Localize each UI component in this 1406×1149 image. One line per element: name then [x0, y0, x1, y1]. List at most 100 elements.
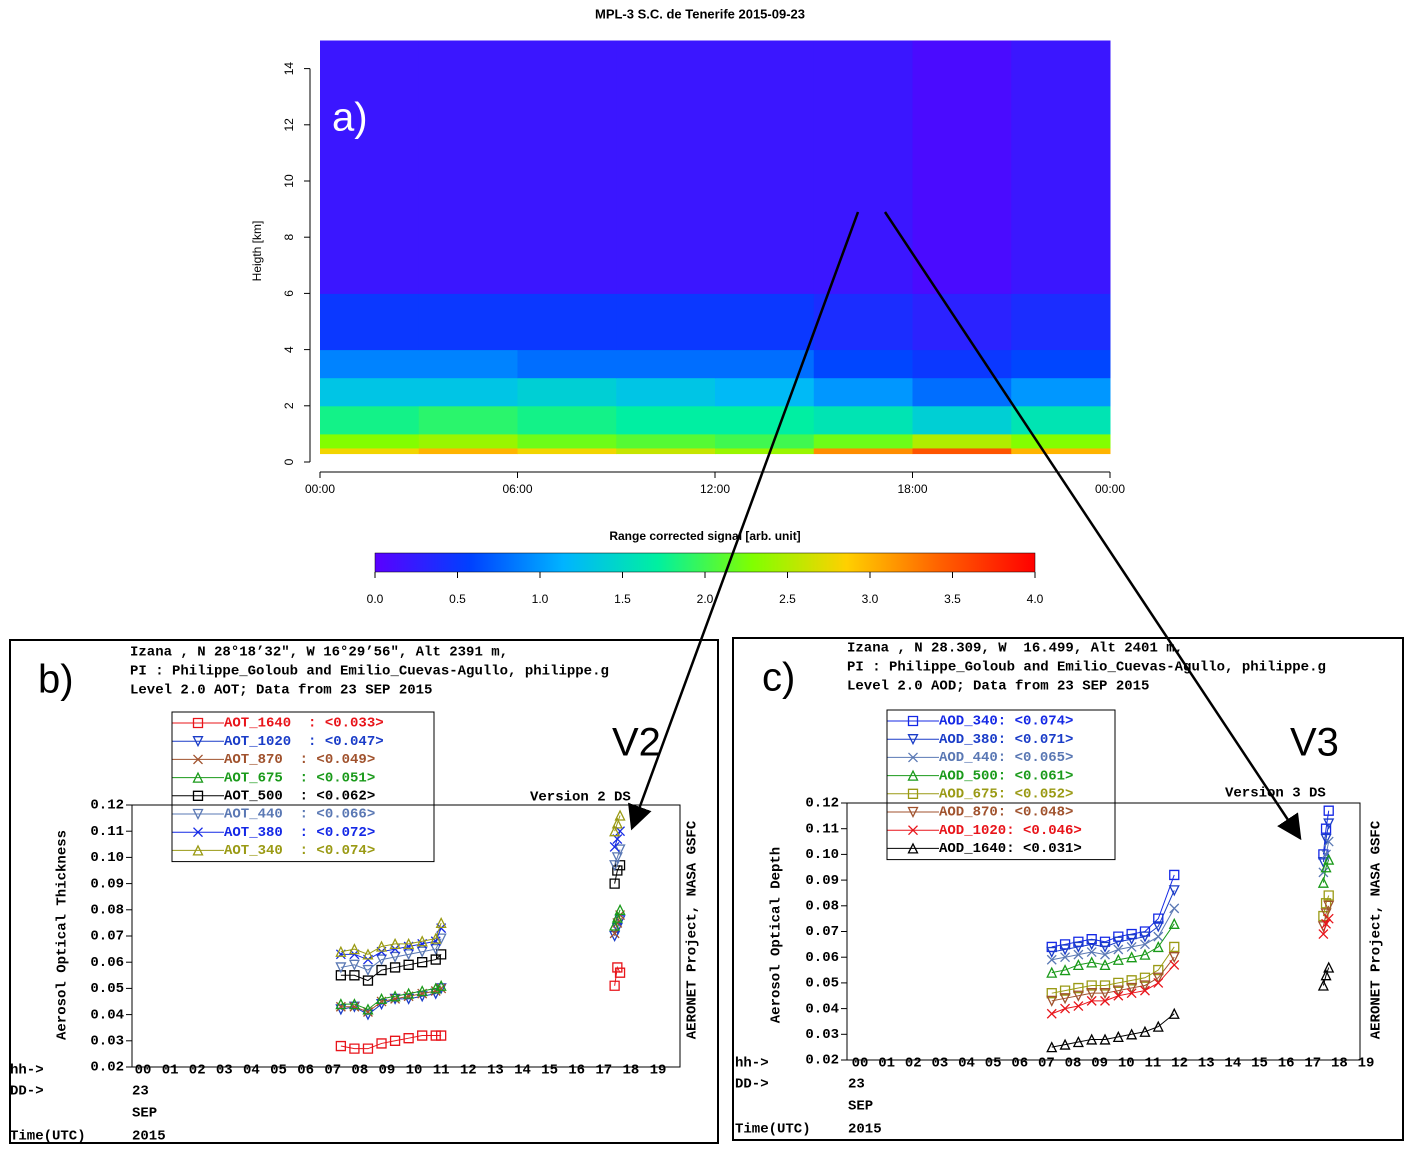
x-tick-label: 10 — [1118, 1056, 1135, 1072]
right-label: AERONET Project, NASA GSFC — [685, 820, 701, 1039]
heat-cell — [616, 433, 716, 449]
heat-cell — [320, 293, 420, 351]
x-tick-label: 11 — [433, 1063, 450, 1079]
y-tick-label: 12 — [282, 118, 296, 132]
heat-cell — [1011, 433, 1111, 449]
point — [612, 962, 623, 973]
point — [908, 752, 918, 763]
point — [1100, 995, 1110, 1006]
heat-cell — [813, 40, 913, 294]
y-axis-label: Heigth [km] — [250, 221, 264, 282]
heat-cell — [1011, 293, 1111, 351]
point — [348, 998, 360, 1010]
point — [1046, 1041, 1058, 1053]
y-tick-label: 0 — [282, 458, 296, 465]
point — [1140, 939, 1150, 950]
heat-cell — [715, 433, 815, 449]
y-tick-label: 0.07 — [90, 929, 124, 945]
y-tick-label: 0.06 — [90, 955, 124, 971]
point — [1139, 1025, 1151, 1037]
point — [1059, 993, 1071, 1005]
x-tick-label: 01 — [878, 1056, 895, 1072]
x-tick-label: 11 — [1145, 1056, 1162, 1072]
point — [1169, 941, 1180, 953]
point — [1323, 913, 1334, 924]
colorbar — [374, 552, 1036, 573]
colorbar-tick-label: 2.0 — [697, 592, 714, 606]
point — [349, 970, 360, 981]
y-tick-label: 0.04 — [90, 1007, 124, 1023]
x-tick-label: 02 — [189, 1063, 206, 1079]
heat-cell — [715, 293, 815, 351]
point — [908, 825, 918, 836]
x-tick-label: 13 — [487, 1063, 504, 1079]
point — [1169, 869, 1180, 881]
point — [335, 970, 347, 981]
point — [417, 1030, 428, 1041]
chart-title: MPL-3 S.C. de Tenerife 2015-09-23 — [595, 6, 805, 21]
colorbar-tick-label: 0.0 — [367, 592, 384, 606]
heat-cell — [715, 405, 815, 435]
plot-frame — [846, 802, 1361, 1061]
heat-cell — [1011, 349, 1111, 379]
heat-cell — [517, 377, 617, 407]
point — [389, 951, 401, 963]
point — [1112, 1030, 1124, 1043]
point — [1046, 995, 1058, 1007]
point — [389, 1035, 401, 1046]
y-tick-label: 0.09 — [805, 873, 839, 889]
y-axis-label: Aerosol Optical Depth — [769, 847, 785, 1023]
series-line — [340, 965, 621, 1050]
heat-cell — [912, 447, 1012, 455]
series-line — [1051, 967, 1330, 1048]
heat-cell — [320, 40, 420, 294]
point — [1320, 969, 1332, 981]
point — [1152, 1020, 1164, 1032]
heat-cell — [912, 377, 1012, 407]
legend-label: AOT_500 : <0.062> — [224, 789, 375, 805]
right-label: AERONET Project, NASA GSFC — [1369, 820, 1385, 1039]
x-tick-label: 18 — [622, 1063, 639, 1079]
point — [1046, 966, 1058, 978]
x-tick-label: 16 — [568, 1063, 585, 1079]
point — [1073, 1001, 1084, 1011]
point — [1126, 1028, 1138, 1040]
header-line: Level 2.0 AOD; Data from 23 SEP 2015 — [847, 679, 1149, 695]
colorbar-tick-label: 3.5 — [944, 592, 961, 606]
heat-cell — [418, 433, 518, 449]
point — [609, 841, 620, 852]
point — [1139, 948, 1151, 960]
point — [192, 736, 204, 748]
heat-cell — [1011, 40, 1111, 294]
point — [1323, 900, 1335, 912]
point — [609, 919, 621, 931]
header-line: PI : Philippe_Goloub and Emilio_Cuevas-A… — [847, 660, 1326, 676]
point — [1112, 985, 1124, 997]
y-axis-label: Aerosol Optical Thickness — [55, 830, 71, 1040]
date-label: 23 — [132, 1084, 149, 1100]
heat-cell — [418, 40, 518, 294]
heat-cell — [320, 349, 420, 379]
point — [611, 817, 623, 829]
x-tick-label: 08 — [1065, 1056, 1082, 1072]
heat-cell — [517, 405, 617, 435]
legend-label: AOT_380 : <0.072> — [224, 825, 375, 841]
point — [1072, 990, 1084, 1002]
panel-label: b) — [38, 658, 74, 702]
legend-label: AOD_440: <0.065> — [939, 750, 1073, 766]
x-tick-label: 16 — [1278, 1056, 1295, 1072]
point — [1153, 931, 1164, 942]
heat-cell — [320, 377, 420, 407]
point — [1140, 985, 1150, 996]
point — [1320, 908, 1332, 920]
series-line — [340, 865, 621, 982]
y-tick-label: 0.06 — [805, 950, 839, 966]
point — [192, 844, 204, 856]
colorbar-tick-label: 4.0 — [1027, 592, 1044, 606]
point — [192, 771, 204, 783]
point — [1099, 988, 1111, 1000]
x-tick-label: 00:00 — [1095, 482, 1125, 496]
point — [1320, 823, 1332, 834]
